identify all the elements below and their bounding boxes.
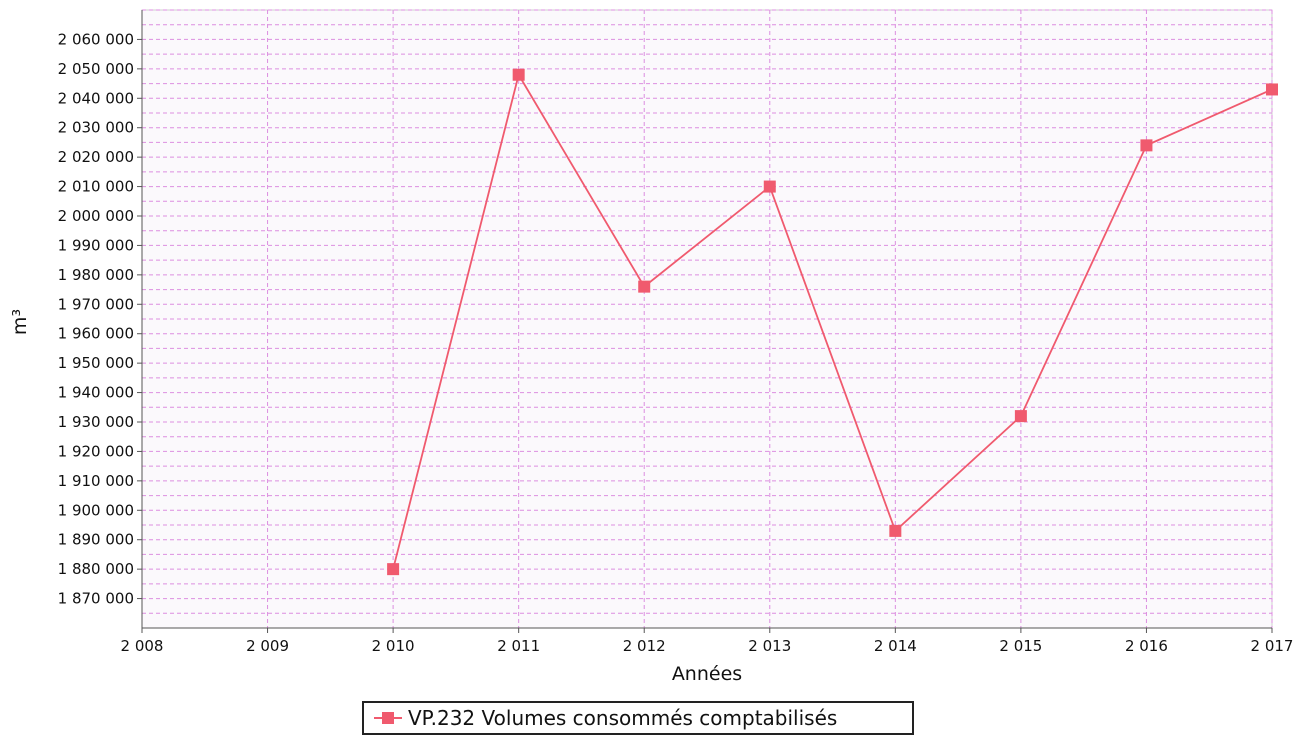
legend-marker-icon	[374, 712, 402, 724]
y-tick-label: 2 060 000	[58, 30, 134, 48]
legend-label: VP.232 Volumes consommés comptabilisés	[408, 706, 838, 730]
y-tick-label: 2 000 000	[58, 207, 134, 225]
gridlines	[141, 9, 1273, 629]
data-point-marker	[1014, 410, 1027, 423]
data-point-marker	[638, 280, 651, 293]
y-tick-label: 1 900 000	[58, 501, 134, 519]
y-tick-label: 1 940 000	[58, 384, 134, 402]
y-axis-ticks: 1 870 000 1 880 000 1 890 000 1 900 000 1 91…	[58, 30, 142, 608]
x-axis-title: Années	[672, 663, 742, 685]
data-point-marker	[512, 68, 525, 81]
x-tick-label: 2 011	[497, 637, 540, 655]
y-tick-label: 2 030 000	[58, 119, 134, 137]
y-tick-label: 1 910 000	[58, 472, 134, 490]
data-point-marker	[1266, 83, 1278, 96]
x-tick-label: 2 015	[999, 637, 1042, 655]
y-tick-label: 1 960 000	[58, 325, 134, 343]
data-point-marker	[387, 563, 400, 576]
x-tick-label: 2 016	[1125, 637, 1168, 655]
y-tick-label: 1 930 000	[58, 413, 134, 431]
y-tick-label: 1 870 000	[58, 590, 134, 608]
y-tick-label: 2 050 000	[58, 60, 134, 78]
legend: VP.232 Volumes consommés comptabilisés	[362, 701, 914, 735]
x-tick-label: 2 012	[623, 637, 666, 655]
y-tick-label: 1 990 000	[58, 236, 134, 254]
y-tick-label: 2 040 000	[58, 89, 134, 107]
y-tick-label: 1 880 000	[58, 560, 134, 578]
x-tick-label: 2 010	[372, 637, 415, 655]
y-tick-label: 2 010 000	[58, 178, 134, 196]
y-tick-label: 1 890 000	[58, 531, 134, 549]
x-tick-label: 2 014	[874, 637, 917, 655]
series-line	[392, 72, 1273, 570]
y-tick-label: 1 920 000	[58, 442, 134, 460]
y-tick-label: 1 980 000	[58, 266, 134, 284]
x-tick-label: 2 009	[246, 637, 289, 655]
y-axis-title: m³	[9, 309, 31, 335]
y-tick-label: 1 950 000	[58, 354, 134, 372]
x-tick-label: 2 013	[748, 637, 791, 655]
line-chart: 1 870 000 1 880 000 1 890 000 1 900 000 1 91…	[9, 9, 1294, 685]
y-tick-label: 2 020 000	[58, 148, 134, 166]
data-point-marker	[889, 524, 902, 537]
data-point-marker	[763, 180, 776, 193]
x-tick-label: 2 017	[1251, 637, 1294, 655]
x-axis-ticks: 2 008 2 009 2 010 2 011 2 012 2 013 2 014 2 015…	[121, 628, 1294, 655]
x-tick-label: 2 008	[121, 637, 164, 655]
data-point-marker	[1140, 139, 1153, 152]
series-layer	[387, 68, 1278, 576]
y-tick-label: 1 970 000	[58, 295, 134, 313]
